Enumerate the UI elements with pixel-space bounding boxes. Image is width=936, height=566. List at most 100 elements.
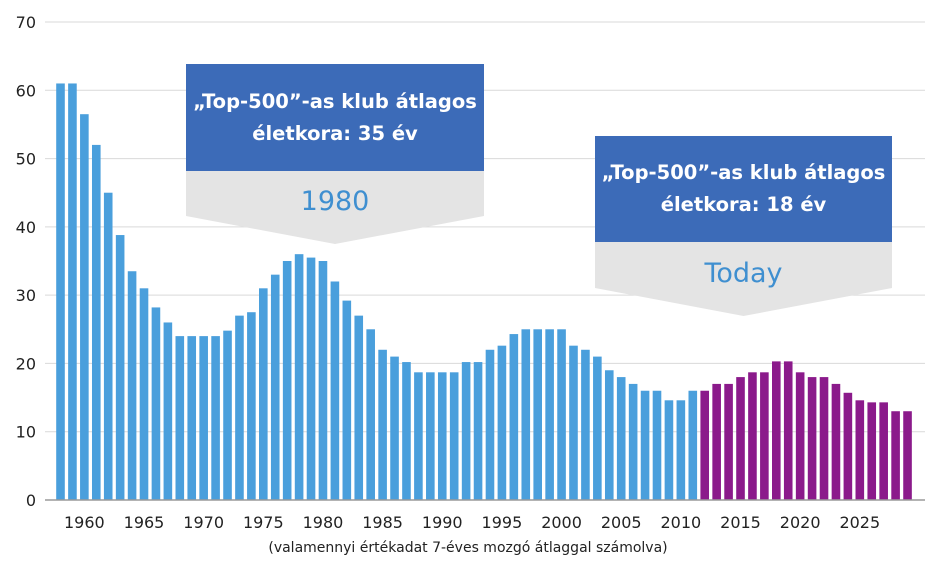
x-tick-label-1995: 1995 [482, 513, 523, 532]
bar-1969 [187, 336, 197, 500]
bar-1967 [163, 322, 173, 500]
bar-2010 [676, 400, 686, 500]
bar-1971 [211, 336, 220, 500]
bar-1993 [473, 362, 483, 500]
bar-1962 [103, 192, 113, 500]
bar-2019 [783, 361, 793, 500]
bar-2027 [879, 402, 888, 500]
y-tick-label-70: 70 [16, 13, 36, 32]
bar-2011 [688, 390, 698, 500]
x-tick-label-1985: 1985 [362, 513, 403, 532]
callout-1980-box: „Top-500”-as klub átlagos életkora: 35 é… [186, 64, 484, 171]
bar-2029 [903, 411, 912, 500]
bar-2003 [593, 356, 602, 500]
callout-1980-line1: „Top-500”-as klub átlagos [193, 89, 477, 113]
bar-2022 [819, 377, 829, 500]
bar-2025 [855, 400, 865, 500]
x-tick-label-1990: 1990 [422, 513, 463, 532]
bar-1963 [115, 235, 125, 501]
y-tick-label-20: 20 [16, 354, 36, 373]
bar-1982 [342, 300, 352, 500]
bar-1977 [282, 261, 292, 500]
bar-1975 [259, 288, 268, 500]
bar-1991 [449, 372, 459, 500]
bar-1965 [139, 288, 149, 500]
callout-today-box: „Top-500”-as klub átlagos életkora: 18 é… [595, 136, 892, 242]
bar-1979 [306, 257, 316, 500]
bar-1989 [426, 372, 435, 500]
bar-1976 [270, 274, 280, 500]
bar-2028 [891, 411, 900, 500]
bar-1984 [366, 329, 375, 500]
y-tick-label-50: 50 [16, 150, 36, 169]
callout-1980-line2: életkora: 35 év [252, 121, 418, 145]
x-tick-label-2020: 2020 [780, 513, 821, 532]
bar-2012 [700, 390, 710, 500]
callout-1980-arrow [186, 171, 484, 244]
bar-1972 [223, 330, 232, 500]
bar-1986 [390, 356, 399, 500]
bar-2001 [569, 345, 578, 500]
x-tick-label-1980: 1980 [303, 513, 344, 532]
bar-2024 [843, 392, 853, 500]
callout-today-label: Today [704, 258, 783, 289]
bar-1980 [318, 261, 328, 500]
bar-1974 [247, 312, 256, 500]
bar-1961 [91, 144, 101, 500]
bar-1994 [485, 349, 495, 500]
x-tick-label-1975: 1975 [243, 513, 284, 532]
bar-2013 [712, 383, 721, 500]
bar-2015 [736, 377, 745, 500]
bar-1970 [199, 336, 208, 500]
bar-2008 [652, 390, 662, 500]
x-axis-ticks: 1960 1965 1970 1975 1980 1985 1990 1995 2000 2005… [64, 513, 880, 532]
bar-1998 [533, 329, 542, 500]
bar-1958 [56, 83, 65, 501]
bar-2004 [604, 370, 614, 500]
bar-1968 [175, 336, 185, 500]
x-tick-label-2005: 2005 [601, 513, 642, 532]
x-tick-label-2015: 2015 [720, 513, 761, 532]
callout-today: „Top-500”-as klub átlagos életkora: 18 é… [595, 136, 892, 316]
y-tick-label-60: 60 [16, 81, 36, 100]
x-tick-label-2025: 2025 [839, 513, 880, 532]
y-tick-label-10: 10 [16, 423, 36, 442]
bar-1996 [509, 334, 519, 500]
bar-2026 [867, 402, 877, 500]
bar-1985 [378, 349, 387, 500]
x-tick-label-1960: 1960 [64, 513, 105, 532]
bar-1987 [402, 362, 411, 500]
bar-1999 [545, 329, 554, 500]
bars [56, 83, 912, 501]
chart-footnote: (valamennyi értékadat 7-éves mozgó átlag… [268, 540, 668, 556]
bar-1978 [294, 254, 304, 500]
bar-1973 [235, 315, 244, 500]
bar-2021 [807, 377, 817, 500]
bar-2017 [760, 372, 769, 500]
y-axis-ticks: 0 10 20 30 40 50 60 70 [16, 13, 36, 510]
bar-2002 [581, 349, 590, 500]
callout-today-arrow [595, 242, 892, 316]
bar-2014 [724, 383, 733, 500]
bar-1995 [497, 345, 507, 500]
bar-1959 [68, 83, 77, 501]
bar-2000 [557, 329, 566, 500]
y-tick-label-0: 0 [26, 491, 36, 510]
bar-2009 [664, 400, 674, 500]
callout-today-line1: „Top-500”-as klub átlagos [601, 161, 886, 184]
bar-1981 [330, 281, 340, 500]
bar-1960 [80, 114, 89, 500]
x-tick-label-2000: 2000 [541, 513, 582, 532]
callout-1980-label: 1980 [300, 186, 370, 217]
bar-2023 [831, 383, 841, 500]
bar-1997 [521, 329, 531, 500]
callout-1980: „Top-500”-as klub átlagos életkora: 35 é… [186, 64, 484, 244]
bar-2020 [795, 372, 805, 500]
bar-1988 [414, 372, 423, 500]
x-tick-label-2010: 2010 [661, 513, 702, 532]
x-tick-label-1965: 1965 [124, 513, 165, 532]
bar-2018 [772, 361, 781, 500]
callout-today-line2: életkora: 18 év [660, 193, 827, 216]
x-tick-label-1970: 1970 [183, 513, 224, 532]
